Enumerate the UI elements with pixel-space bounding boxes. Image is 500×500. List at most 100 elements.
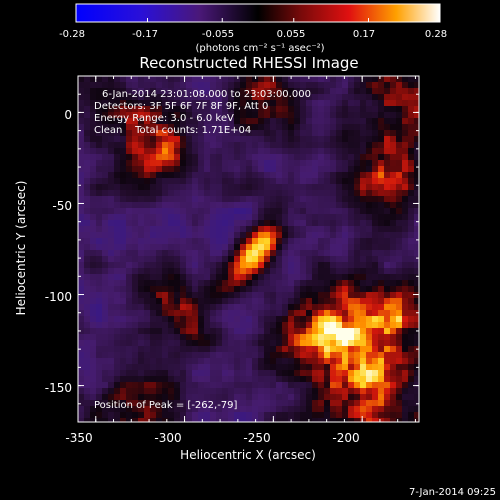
image-pixel xyxy=(372,370,379,377)
image-pixel xyxy=(120,178,127,185)
image-pixel xyxy=(78,142,85,149)
image-pixel xyxy=(234,388,241,395)
image-pixel xyxy=(312,358,319,365)
image-pixel xyxy=(390,94,397,101)
image-pixel xyxy=(234,124,241,131)
image-pixel xyxy=(108,100,115,107)
image-pixel xyxy=(300,124,307,131)
image-pixel xyxy=(162,190,169,197)
image-pixel xyxy=(264,304,271,311)
image-pixel xyxy=(300,262,307,269)
image-pixel xyxy=(216,340,223,347)
image-pixel xyxy=(234,166,241,173)
image-pixel xyxy=(396,394,403,401)
image-pixel xyxy=(246,172,253,179)
image-pixel xyxy=(78,412,85,419)
image-pixel xyxy=(408,82,415,89)
image-pixel xyxy=(108,334,115,341)
image-pixel xyxy=(294,382,301,389)
image-pixel xyxy=(114,418,121,422)
image-pixel xyxy=(156,214,163,221)
image-pixel xyxy=(180,418,187,422)
image-pixel xyxy=(126,418,133,422)
image-pixel xyxy=(234,178,241,185)
image-pixel xyxy=(312,352,319,359)
image-pixel xyxy=(258,400,265,407)
image-pixel xyxy=(354,358,361,365)
image-pixel xyxy=(384,346,391,353)
image-pixel xyxy=(186,418,193,422)
image-pixel xyxy=(234,82,241,89)
image-pixel xyxy=(186,172,193,179)
image-pixel xyxy=(168,202,175,209)
image-pixel xyxy=(360,310,367,317)
image-pixel xyxy=(366,340,373,347)
image-pixel xyxy=(318,76,325,83)
image-pixel xyxy=(366,160,373,167)
image-pixel xyxy=(390,76,397,83)
image-pixel xyxy=(126,232,133,239)
image-pixel xyxy=(282,82,289,89)
image-pixel xyxy=(372,400,379,407)
image-pixel xyxy=(90,178,97,185)
image-pixel xyxy=(402,286,409,293)
image-pixel xyxy=(324,76,331,83)
image-pixel xyxy=(234,400,241,407)
image-pixel xyxy=(90,82,97,89)
image-pixel xyxy=(378,94,385,101)
image-pixel xyxy=(114,130,121,137)
image-pixel xyxy=(378,370,385,377)
image-pixel xyxy=(276,280,283,287)
image-pixel xyxy=(342,346,349,353)
image-pixel xyxy=(216,136,223,143)
image-pixel xyxy=(252,340,259,347)
image-pixel xyxy=(318,124,325,131)
image-pixel xyxy=(318,304,325,311)
image-pixel xyxy=(180,202,187,209)
image-pixel xyxy=(408,220,415,227)
image-pixel xyxy=(324,124,331,131)
image-pixel xyxy=(204,292,211,299)
image-pixel xyxy=(216,184,223,191)
image-pixel xyxy=(186,298,193,305)
image-pixel xyxy=(294,172,301,179)
image-pixel xyxy=(180,166,187,173)
image-pixel xyxy=(336,238,343,245)
image-pixel xyxy=(120,160,127,167)
image-pixel xyxy=(138,226,145,233)
image-pixel xyxy=(312,274,319,281)
image-pixel xyxy=(288,154,295,161)
image-pixel xyxy=(408,160,415,167)
image-pixel xyxy=(156,118,163,125)
image-pixel xyxy=(138,118,145,125)
image-pixel xyxy=(360,346,367,353)
image-pixel xyxy=(336,352,343,359)
image-pixel xyxy=(396,220,403,227)
image-pixel xyxy=(378,292,385,299)
image-pixel xyxy=(246,118,253,125)
image-pixel xyxy=(324,118,331,125)
image-pixel xyxy=(360,244,367,251)
image-pixel xyxy=(258,364,265,371)
image-pixel xyxy=(336,382,343,389)
image-pixel xyxy=(192,136,199,143)
image-pixel xyxy=(228,136,235,143)
image-pixel xyxy=(144,118,151,125)
image-pixel xyxy=(270,94,277,101)
image-pixel xyxy=(306,340,313,347)
image-pixel xyxy=(84,100,91,107)
image-pixel xyxy=(150,154,157,161)
image-pixel xyxy=(240,292,247,299)
image-pixel xyxy=(408,100,415,107)
image-pixel xyxy=(300,394,307,401)
peak-position-text: Position of Peak = [-262,-79] xyxy=(94,400,238,411)
image-pixel xyxy=(324,286,331,293)
image-pixel xyxy=(108,382,115,389)
image-pixel xyxy=(162,148,169,155)
image-pixel xyxy=(162,364,169,371)
image-pixel xyxy=(366,418,373,422)
image-pixel xyxy=(288,124,295,131)
image-pixel xyxy=(258,310,265,317)
image-pixel xyxy=(138,94,145,101)
image-pixel xyxy=(120,136,127,143)
